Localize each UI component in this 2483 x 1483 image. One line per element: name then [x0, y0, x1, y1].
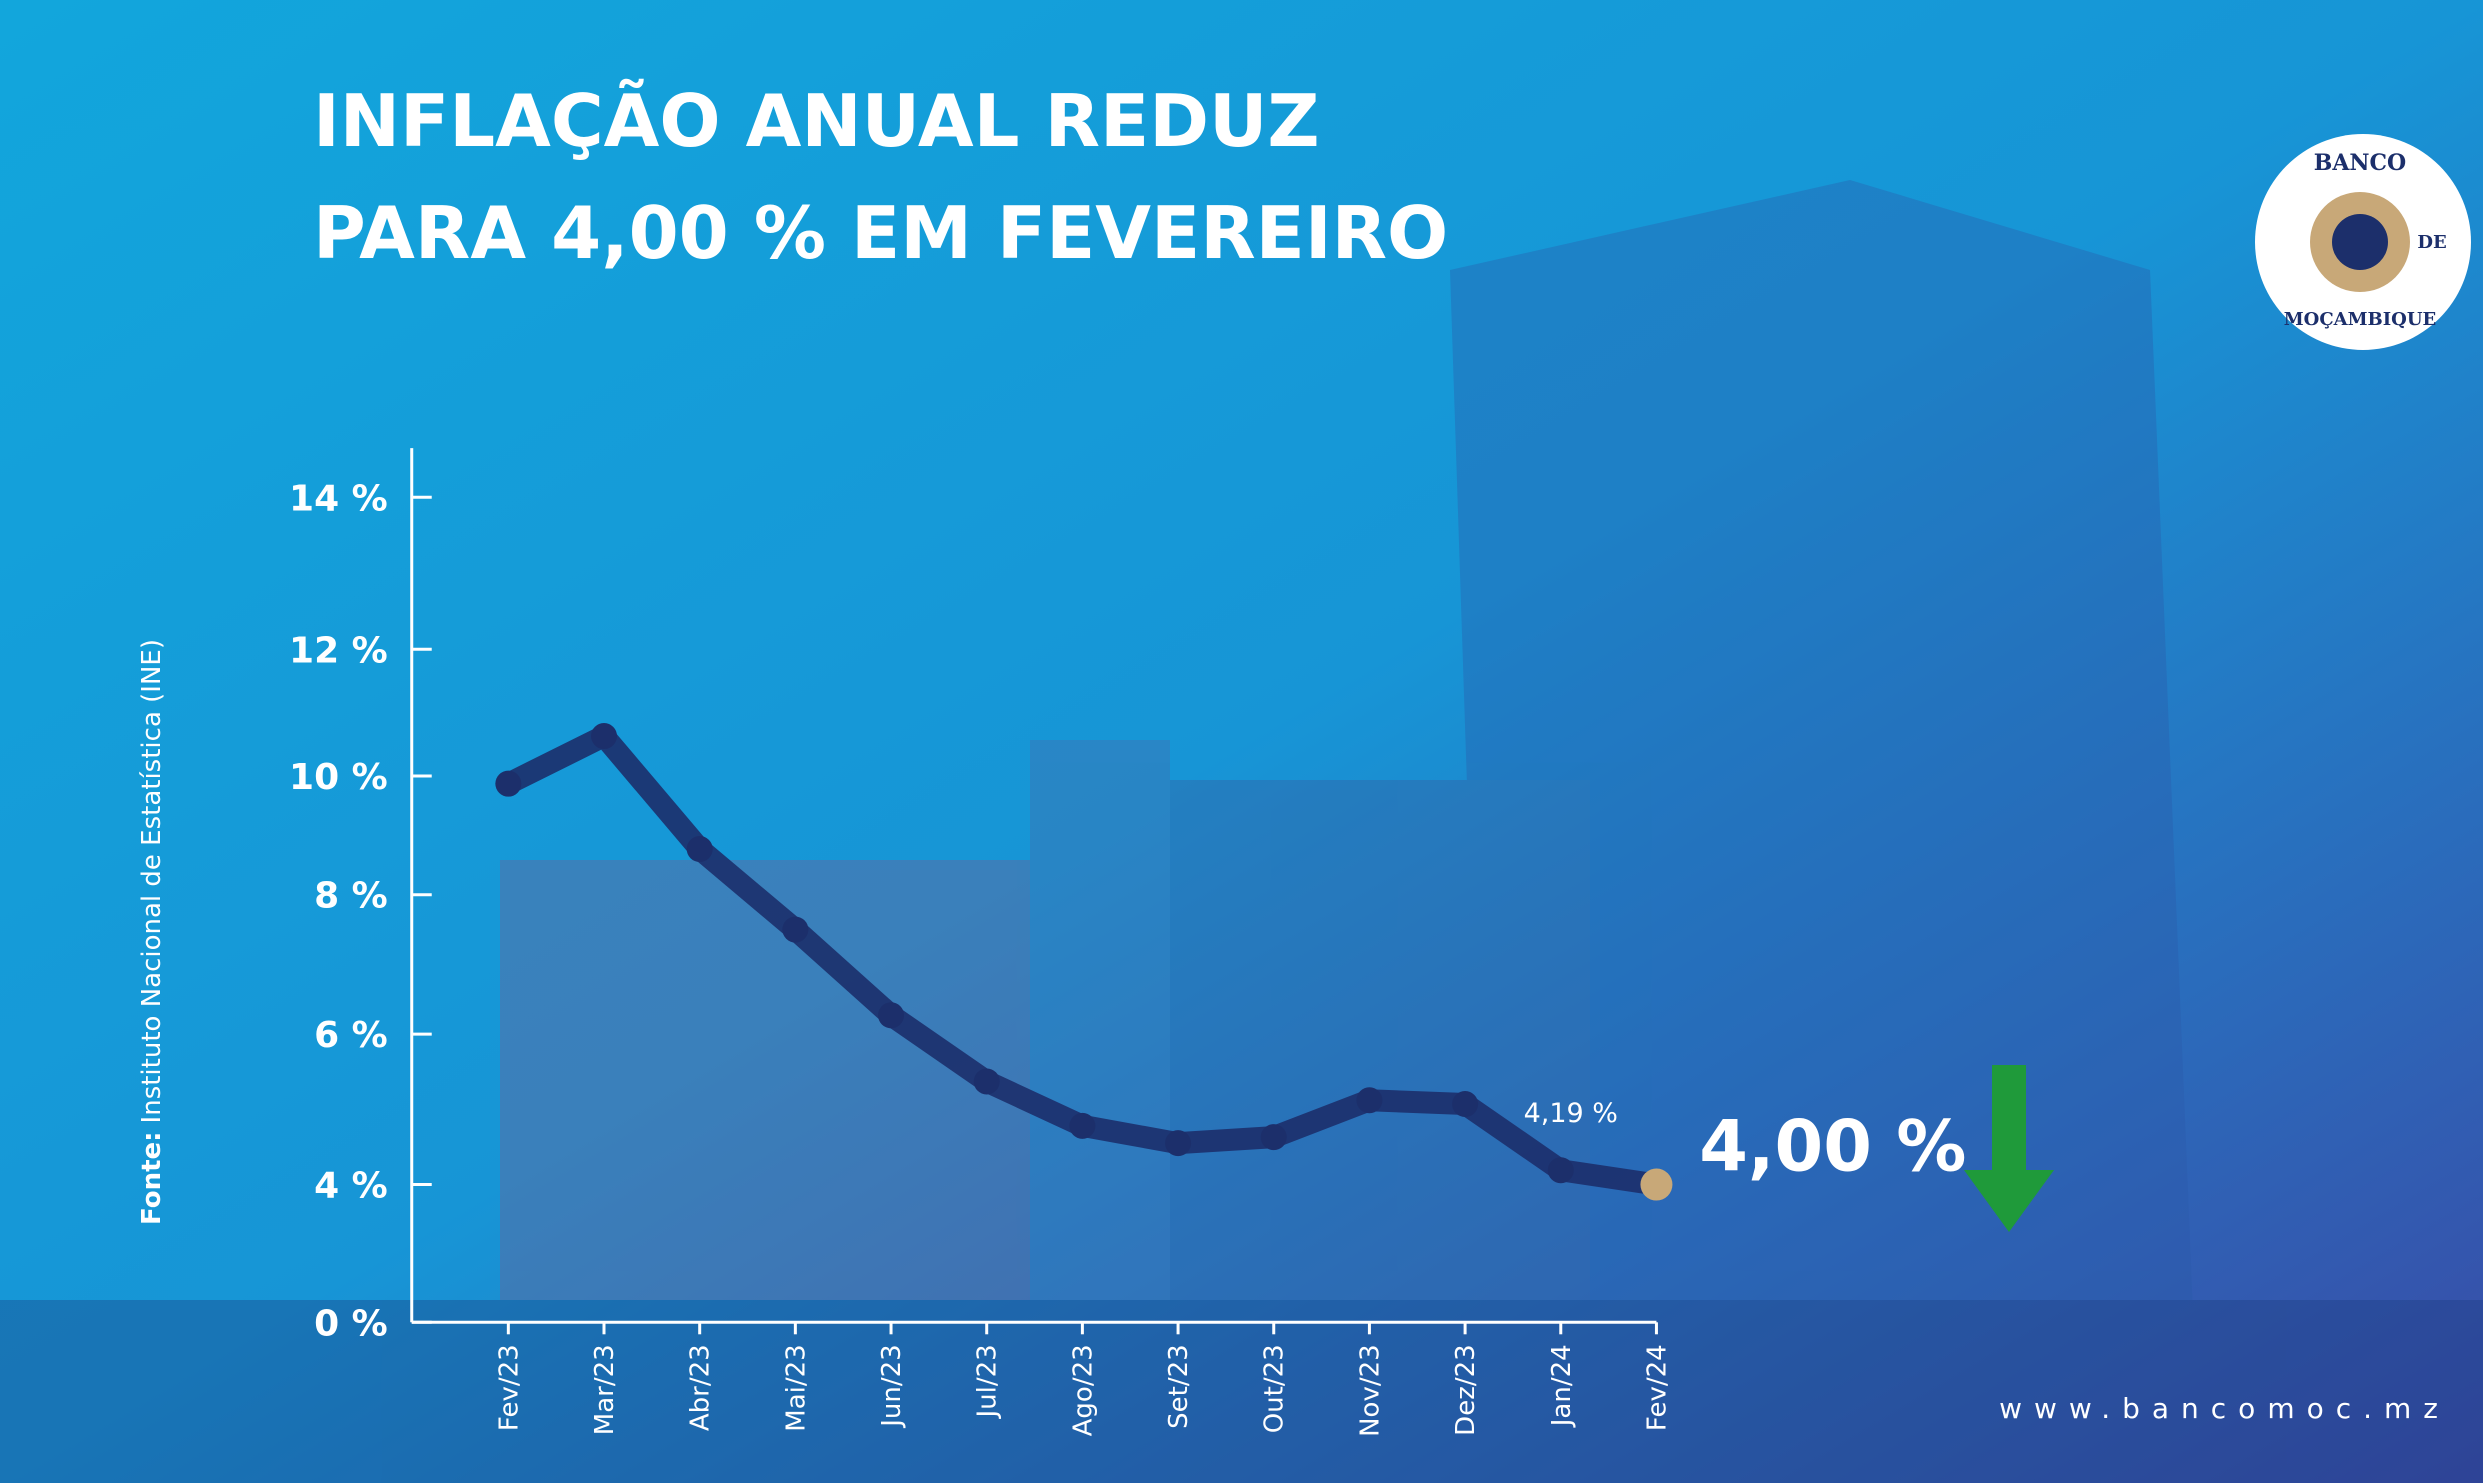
x-tick-label: Fev/24	[1642, 1344, 1672, 1431]
point	[495, 770, 522, 797]
point	[878, 1002, 905, 1029]
x-tick-label: Dez/23	[1451, 1344, 1481, 1436]
point	[973, 1068, 1000, 1095]
down-arrow	[1964, 1065, 2054, 1232]
point	[1356, 1087, 1383, 1114]
x-tick-label: Set/23	[1164, 1344, 1194, 1429]
title-line: PARA 4,00 % EM FEVEREIRO	[313, 191, 1448, 275]
source-label: Fonte:	[137, 1131, 167, 1225]
x-tick-label: Ago/23	[1068, 1344, 1098, 1436]
logo: BANCO DE MOÇAMBIQUE	[2255, 134, 2471, 350]
point	[1260, 1124, 1287, 1151]
value-label: 4,00 %	[1699, 1106, 1966, 1188]
y-tick-label: 0 %	[314, 1303, 388, 1344]
point	[1547, 1157, 1574, 1184]
point	[591, 723, 618, 750]
point	[1452, 1091, 1479, 1118]
point	[686, 836, 713, 863]
x-tick-label: Mar/23	[590, 1344, 620, 1435]
logo-emblem	[2332, 214, 2388, 270]
y-tick-label: 14 %	[289, 478, 388, 519]
y-tick-label: 8 %	[314, 876, 388, 917]
logo-text: MOÇAMBIQUE	[2284, 309, 2437, 330]
point	[1165, 1130, 1192, 1157]
x-tick-label: Nov/23	[1355, 1344, 1385, 1437]
source: Fonte: Instituto Nacional de Estatística …	[137, 639, 167, 1225]
x-tick-label: Jan/24	[1547, 1344, 1577, 1428]
x-tick-label: Abr/23	[686, 1344, 716, 1431]
website: www.bancomoc.mz	[1999, 1392, 2450, 1425]
x-tick-label: Jun/23	[877, 1344, 907, 1428]
y-tick-label: 4 %	[314, 1166, 388, 1207]
logo-text: DE	[2417, 232, 2446, 253]
x-tick-label: Out/23	[1260, 1344, 1290, 1433]
y-tick-label: 10 %	[289, 757, 388, 798]
point	[1640, 1168, 1673, 1201]
title-line: INFLAÇÃO ANUAL REDUZ	[313, 79, 1320, 163]
x-tick-label: Jul/23	[973, 1344, 1003, 1419]
value-label: 4,19 %	[1524, 1098, 1618, 1129]
x-tick-label: Mai/23	[781, 1344, 811, 1431]
logo-text: BANCO	[2314, 150, 2406, 176]
point	[1069, 1112, 1096, 1139]
y-tick-label: 12 %	[289, 630, 388, 671]
y-tick-label: 6 %	[314, 1015, 388, 1056]
x-tick-label: Fev/23	[494, 1344, 524, 1431]
source-text: Instituto Nacional de Estatística (INE)	[137, 639, 167, 1123]
point	[782, 916, 809, 943]
